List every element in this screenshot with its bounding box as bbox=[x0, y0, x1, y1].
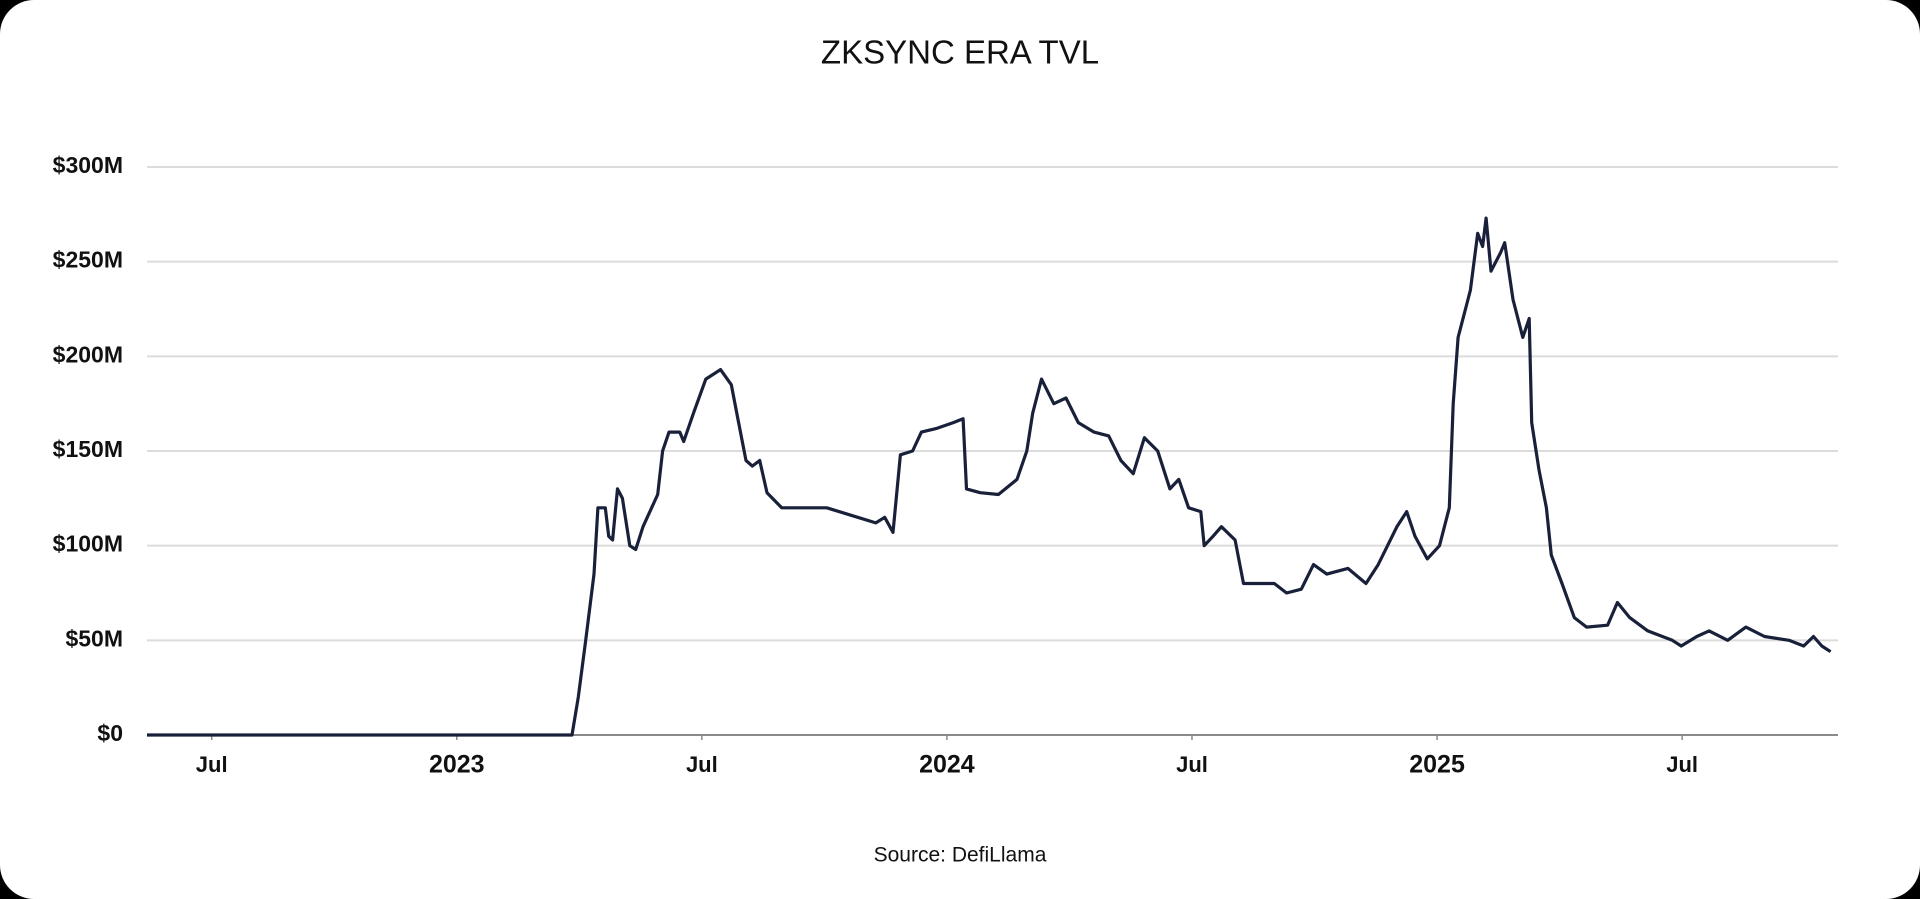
y-tick-label: $250M bbox=[53, 247, 123, 273]
x-tick-label: Jul bbox=[686, 752, 718, 777]
x-tick-label: 2023 bbox=[429, 751, 485, 779]
tvl-line bbox=[147, 216, 1832, 737]
x-tick-label: 2024 bbox=[919, 751, 975, 779]
y-tick-label: $200M bbox=[53, 341, 123, 367]
y-tick-label: $150M bbox=[53, 436, 123, 462]
y-tick-label: $100M bbox=[53, 531, 123, 557]
x-tick-label: Jul bbox=[1666, 752, 1698, 777]
chart-title: ZKSYNC ERA TVL bbox=[821, 34, 1099, 71]
y-tick-label: $50M bbox=[65, 625, 123, 651]
y-tick-label: $0 bbox=[97, 720, 123, 746]
x-tick-label: Jul bbox=[1176, 752, 1208, 777]
x-tick-label: Jul bbox=[196, 752, 228, 777]
y-tick-label: $300M bbox=[53, 152, 123, 178]
x-tick-label: 2025 bbox=[1409, 751, 1465, 779]
source: Source: DefiLlama bbox=[874, 844, 1047, 867]
